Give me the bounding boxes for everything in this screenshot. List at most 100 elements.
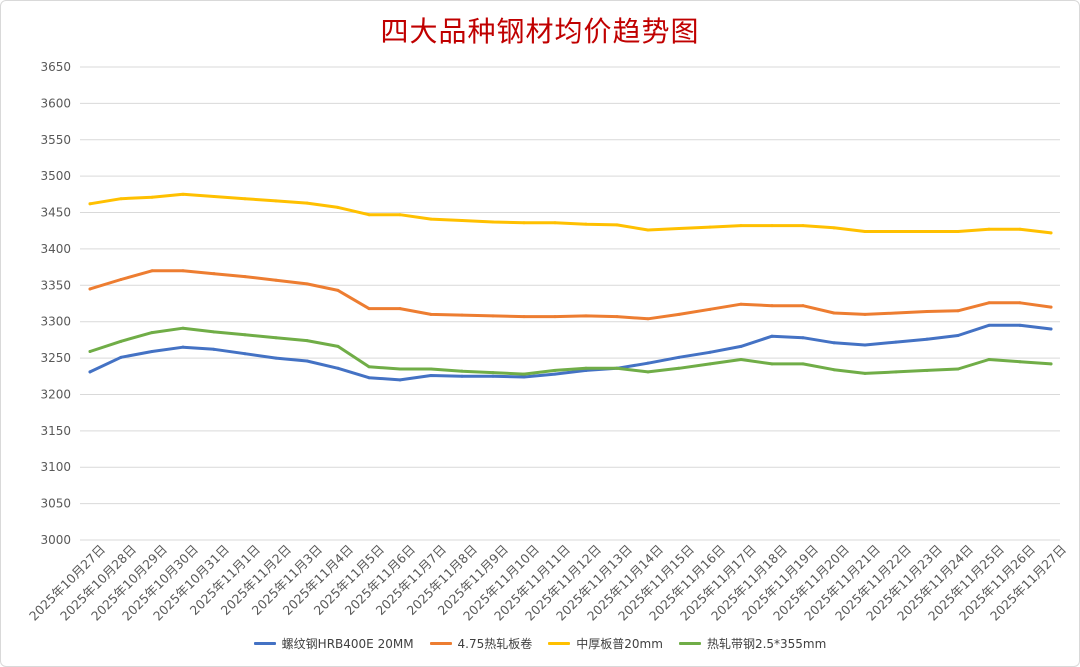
data-point — [925, 229, 929, 233]
y-tick-label: 3450 — [40, 206, 71, 220]
data-point — [491, 371, 495, 375]
legend-label: 中厚板普20mm — [576, 636, 663, 651]
data-point — [119, 197, 123, 201]
data-point — [398, 307, 402, 311]
data-point — [88, 202, 92, 206]
data-point — [770, 304, 774, 308]
data-point — [863, 343, 867, 347]
series-line-2 — [88, 269, 1053, 321]
data-point — [801, 224, 805, 228]
data-point — [212, 330, 216, 334]
data-point — [801, 362, 805, 366]
data-point — [88, 287, 92, 291]
data-point — [708, 307, 712, 311]
data-point — [1018, 323, 1022, 327]
data-point — [1049, 327, 1053, 331]
data-point — [336, 366, 340, 370]
data-point — [491, 374, 495, 378]
data-point — [491, 220, 495, 224]
data-point — [863, 229, 867, 233]
data-point — [305, 282, 309, 286]
data-point — [150, 331, 154, 335]
data-point — [832, 341, 836, 345]
legend-swatch — [548, 641, 571, 645]
data-point — [460, 369, 464, 373]
chart-title: 四大品种钢材均价趋势图 — [380, 15, 700, 48]
data-point — [832, 368, 836, 372]
data-point — [894, 229, 898, 233]
y-tick-label: 3500 — [40, 169, 71, 183]
data-point — [646, 228, 650, 232]
legend-swatch — [678, 641, 701, 645]
data-point — [925, 310, 929, 314]
data-point — [925, 337, 929, 341]
data-point — [832, 226, 836, 230]
data-point — [181, 269, 185, 273]
data-point — [305, 201, 309, 205]
data-point — [987, 301, 991, 305]
data-point — [367, 365, 371, 369]
data-point — [119, 277, 123, 281]
data-point — [1018, 360, 1022, 364]
legend-item: 螺纹钢HRB400E 20MM — [253, 635, 414, 652]
data-point — [584, 366, 588, 370]
data-point — [460, 219, 464, 223]
data-point — [181, 192, 185, 196]
series-line-4 — [88, 326, 1053, 376]
series-line-1 — [88, 323, 1053, 382]
data-point — [398, 367, 402, 371]
data-point — [305, 339, 309, 343]
legend-label: 4.75热轧板卷 — [457, 636, 533, 651]
data-point — [181, 326, 185, 330]
data-point — [708, 225, 712, 229]
data-point — [615, 223, 619, 227]
y-tick-label: 3100 — [40, 460, 71, 474]
data-point — [212, 347, 216, 351]
y-tick-label: 3550 — [40, 133, 71, 147]
data-point — [398, 378, 402, 382]
data-point — [987, 227, 991, 231]
data-point — [553, 372, 557, 376]
data-point — [88, 350, 92, 354]
data-point — [243, 275, 247, 279]
data-point — [553, 368, 557, 372]
data-point — [243, 352, 247, 356]
gridlines — [80, 66, 1060, 541]
data-point — [708, 362, 712, 366]
data-point — [119, 339, 123, 343]
data-point — [894, 311, 898, 315]
y-tick-label: 3050 — [40, 497, 71, 511]
data-point — [987, 323, 991, 327]
legend-swatch — [253, 641, 276, 645]
data-point — [584, 222, 588, 226]
data-point — [181, 345, 185, 349]
legend-label: 螺纹钢HRB400E 20MM — [281, 636, 414, 651]
data-point — [1018, 227, 1022, 231]
y-tick-label: 3200 — [40, 387, 71, 401]
data-point — [770, 224, 774, 228]
data-point — [150, 269, 154, 273]
data-point — [677, 227, 681, 231]
data-point — [894, 340, 898, 344]
data-point — [429, 217, 433, 221]
series-line-3 — [88, 192, 1053, 235]
data-point — [212, 195, 216, 199]
data-point — [522, 315, 526, 319]
data-point — [522, 221, 526, 225]
data-point — [1049, 305, 1053, 309]
data-point — [429, 374, 433, 378]
data-point — [925, 368, 929, 372]
y-tick-label: 3250 — [40, 351, 71, 365]
legend-item: 4.75热轧板卷 — [429, 635, 533, 652]
data-point — [491, 314, 495, 318]
data-point — [615, 366, 619, 370]
data-point — [956, 309, 960, 313]
y-tick-label: 3650 — [40, 60, 71, 74]
data-point — [832, 311, 836, 315]
data-point — [398, 213, 402, 217]
data-point — [646, 361, 650, 365]
data-point — [584, 314, 588, 318]
data-point — [367, 376, 371, 380]
